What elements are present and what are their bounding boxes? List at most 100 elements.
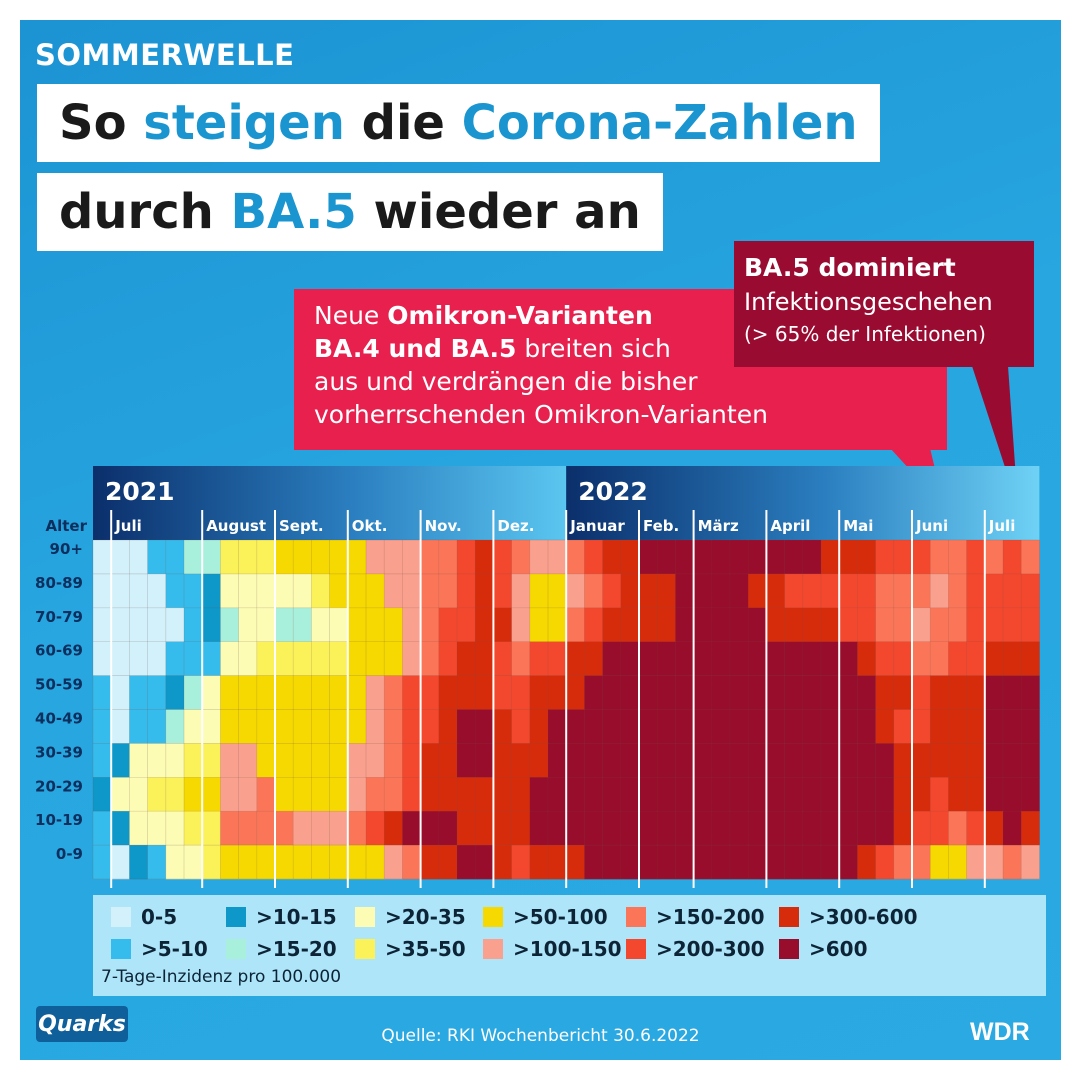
heatmap-cell bbox=[839, 641, 858, 676]
heatmap-cell bbox=[275, 573, 294, 609]
heatmap-cell bbox=[693, 573, 713, 609]
heatmap-cell bbox=[347, 675, 367, 710]
heatmap-cell bbox=[366, 845, 385, 880]
heatmap-cell bbox=[584, 709, 603, 744]
heatmap-cell bbox=[511, 607, 531, 642]
heatmap-cell bbox=[275, 607, 294, 642]
heatmap-cell bbox=[311, 675, 330, 710]
heatmap-cell bbox=[1021, 743, 1040, 778]
heatmap-cell bbox=[821, 573, 840, 609]
heatmap-cell bbox=[238, 675, 258, 710]
heatmap-cell bbox=[275, 641, 294, 676]
heatmap-cell bbox=[602, 845, 622, 880]
heatmap-cell bbox=[493, 811, 512, 846]
heatmap-cell bbox=[984, 675, 1004, 710]
heatmap-cell bbox=[511, 777, 531, 812]
heatmap-cell bbox=[584, 641, 603, 676]
heatmap-cell bbox=[275, 743, 294, 778]
heatmap-cell bbox=[184, 845, 203, 880]
heatmap-cell bbox=[256, 607, 276, 642]
heatmap-cell bbox=[566, 709, 585, 744]
heatmap-cell bbox=[384, 845, 403, 880]
heatmap-cell bbox=[384, 607, 403, 642]
heatmap-cell bbox=[529, 675, 549, 710]
heatmap-cell bbox=[802, 641, 822, 676]
heatmap-cell bbox=[948, 743, 967, 778]
heatmap-cell bbox=[329, 573, 349, 609]
callout-omikron-line: vorherrschenden Omikron-Varianten bbox=[314, 398, 947, 431]
heatmap-cell bbox=[256, 641, 276, 676]
heatmap-cell bbox=[311, 709, 330, 744]
heatmap-cell bbox=[202, 675, 221, 710]
heatmap-cell bbox=[966, 573, 986, 609]
heatmap-cell bbox=[1003, 811, 1022, 846]
heatmap-cell bbox=[620, 607, 640, 642]
heatmap-cell bbox=[784, 777, 804, 812]
month-label: Juli bbox=[988, 517, 1016, 535]
legend-label: >15-20 bbox=[256, 937, 337, 961]
heatmap-cell bbox=[202, 540, 221, 575]
heatmap-cell bbox=[912, 607, 931, 642]
source-note: Quelle: RKI Wochenbericht 30.6.2022 bbox=[381, 1026, 700, 1046]
heatmap-cell bbox=[238, 607, 258, 642]
heatmap-cell bbox=[784, 675, 804, 710]
heatmap-cell bbox=[165, 641, 185, 676]
heatmap-cell bbox=[639, 573, 658, 609]
heatmap-cell bbox=[1003, 675, 1022, 710]
heatmap-cell bbox=[784, 573, 804, 609]
title-segment: durch bbox=[59, 184, 231, 240]
age-label: 20-29 bbox=[35, 777, 83, 795]
heatmap-cell bbox=[893, 845, 913, 880]
heatmap-cell bbox=[184, 811, 203, 846]
heatmap-cell bbox=[1021, 777, 1040, 812]
heatmap-cell bbox=[893, 743, 913, 778]
heatmap-cell bbox=[184, 743, 203, 778]
year-header-band bbox=[93, 466, 567, 540]
heatmap-cell bbox=[711, 743, 731, 778]
heatmap-cell bbox=[639, 777, 658, 812]
heatmap-cell bbox=[912, 573, 931, 609]
heatmap-cell bbox=[293, 540, 312, 575]
heatmap-cell bbox=[675, 743, 694, 778]
heatmap-cell bbox=[548, 811, 567, 846]
heatmap-cell bbox=[238, 540, 258, 575]
heatmap-cell bbox=[620, 811, 640, 846]
heatmap-cell bbox=[93, 641, 112, 676]
heatmap-cell bbox=[1003, 607, 1022, 642]
heatmap-cell bbox=[730, 607, 749, 642]
heatmap-cell bbox=[275, 811, 294, 846]
heatmap-cell bbox=[529, 743, 549, 778]
heatmap-cell bbox=[730, 675, 749, 710]
title-segment: Corona-Zahlen bbox=[461, 95, 858, 151]
heatmap-cell bbox=[620, 573, 640, 609]
heatmap-cell bbox=[402, 811, 421, 846]
heatmap-cell bbox=[402, 709, 421, 744]
callout-ba5: BA.5 dominiert Infektionsgeschehen (> 65… bbox=[734, 241, 1034, 367]
heatmap-cell bbox=[366, 777, 385, 812]
heatmap-cell bbox=[584, 607, 603, 642]
legend-label: >200-300 bbox=[656, 937, 765, 961]
heatmap-cell bbox=[839, 777, 858, 812]
title-segment: wieder an bbox=[356, 184, 641, 240]
heatmap-cell bbox=[93, 709, 112, 744]
legend-label: 0-5 bbox=[141, 905, 178, 929]
heatmap-cell bbox=[730, 641, 749, 676]
age-axis-title: Alter bbox=[46, 517, 88, 535]
heatmap-cell bbox=[238, 641, 258, 676]
heatmap-cell bbox=[184, 607, 203, 642]
heatmap-cell bbox=[602, 743, 622, 778]
heatmap-cell bbox=[930, 641, 949, 676]
heatmap-cell bbox=[293, 675, 312, 710]
heatmap-cell bbox=[602, 811, 622, 846]
heatmap-cell bbox=[639, 641, 658, 676]
heatmap-cell bbox=[165, 845, 185, 880]
heatmap-cell bbox=[165, 811, 185, 846]
heatmap-cell bbox=[165, 743, 185, 778]
heatmap-cell bbox=[839, 675, 858, 710]
legend-label: >300-600 bbox=[809, 905, 918, 929]
age-label: 10-19 bbox=[35, 811, 83, 829]
heatmap-cell bbox=[802, 743, 822, 778]
heatmap-cell bbox=[402, 641, 421, 676]
heatmap-cell bbox=[566, 845, 585, 880]
heatmap-cell bbox=[893, 573, 913, 609]
